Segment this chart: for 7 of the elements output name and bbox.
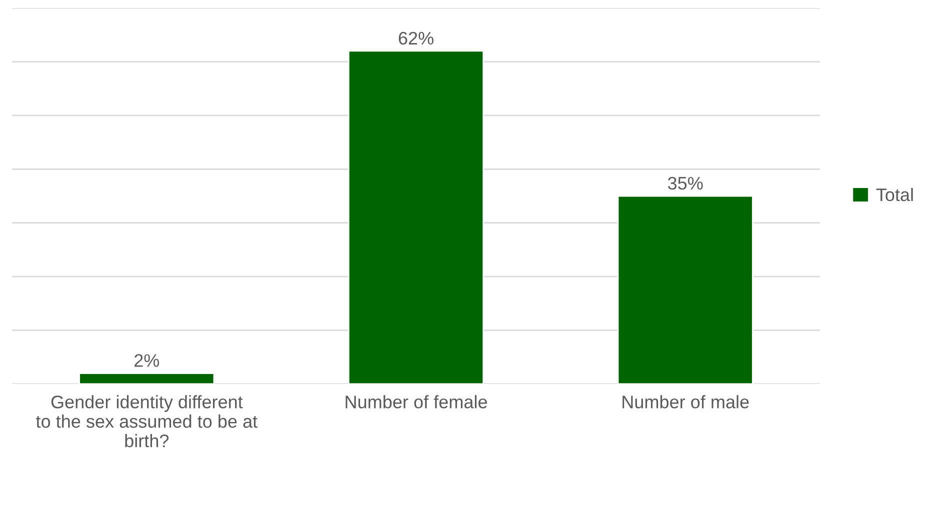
x-tick-label: Gender identity different to the sex assumed to be at birth?	[36, 395, 258, 448]
legend-label: Total	[876, 188, 913, 202]
x-tick-label: Number of female	[346, 395, 487, 408]
data-label: 62%	[398, 32, 434, 45]
x-tick-label: Number of male	[622, 395, 749, 408]
data-label: 2%	[134, 354, 160, 367]
data-label: 35%	[668, 176, 703, 190]
